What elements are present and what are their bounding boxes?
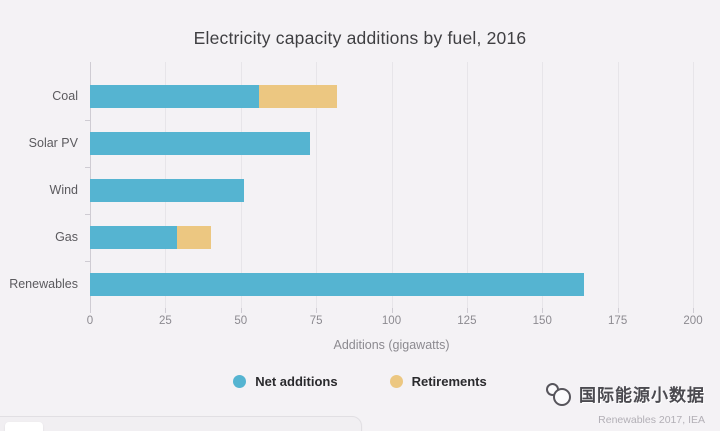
category-label: Wind <box>49 183 78 197</box>
gridline <box>693 62 694 308</box>
x-tick-label: 200 <box>683 315 703 327</box>
bar-solar-pv-net-additions[interactable] <box>90 132 311 155</box>
x-tick-label: 100 <box>381 315 402 327</box>
y-axis-tick <box>85 261 90 262</box>
chart-title: Electricity capacity additions by fuel, … <box>193 28 527 48</box>
gridline <box>391 62 393 308</box>
gridline <box>542 62 544 308</box>
bottom-panel <box>0 416 362 431</box>
y-axis-labels: Coal Solar PV Wind Gas Renewables <box>0 0 78 431</box>
x-tick-label: 175 <box>608 315 628 327</box>
x-tick-label: 25 <box>158 315 172 327</box>
legend-color-dot <box>233 375 247 388</box>
category-label: Coal <box>52 89 78 103</box>
watermark: 国际能源小数据 <box>546 381 705 406</box>
x-tick-label: 150 <box>532 315 552 327</box>
x-tick-mark <box>542 308 544 313</box>
x-tick-label: 75 <box>309 315 323 327</box>
category-label: Solar PV <box>28 136 78 150</box>
legend-item-retirements: Retirements <box>389 374 487 389</box>
x-tick-mark <box>90 308 91 313</box>
x-tick-mark <box>617 308 619 313</box>
y-axis-tick <box>85 214 90 215</box>
x-tick-label: 125 <box>457 315 477 327</box>
x-tick-mark <box>466 308 468 313</box>
legend: Net additions Retirements <box>0 374 720 389</box>
bar-coal-retirements[interactable] <box>258 85 338 108</box>
x-axis-label: Additions (gigawatts) <box>333 338 450 352</box>
bar-wind-net-additions[interactable] <box>90 179 244 202</box>
legend-label: Net additions <box>255 374 338 389</box>
plot-area <box>85 62 694 308</box>
legend-color-dot <box>389 375 403 388</box>
gridline <box>617 62 619 308</box>
x-tick-mark <box>316 308 318 313</box>
bar-coal-net-additions[interactable] <box>90 85 259 108</box>
bar-gas-net-additions[interactable] <box>90 226 178 249</box>
category-label: Renewables <box>9 277 78 291</box>
category-label: Gas <box>55 230 78 244</box>
source-credit: Renewables 2017, IEA <box>598 414 705 426</box>
x-tick-mark <box>165 308 167 313</box>
x-tick-label: 50 <box>234 315 248 327</box>
watermark-text: 国际能源小数据 <box>579 386 705 405</box>
x-tick-mark <box>391 308 393 313</box>
x-tick-label: 0 <box>86 315 94 327</box>
legend-item-net-additions: Net additions <box>233 374 338 389</box>
x-tick-mark <box>693 308 694 313</box>
gridline <box>316 62 318 308</box>
bottom-panel-blob <box>5 422 43 431</box>
legend-label: Retirements <box>411 374 487 389</box>
bar-gas-retirements[interactable] <box>177 226 211 249</box>
gridline <box>466 62 468 308</box>
bar-renewables-net-additions[interactable] <box>90 273 585 296</box>
x-axis: 0 25 50 75 100 125 150 175 200 <box>86 308 703 334</box>
publisher-logo-icon <box>546 382 572 406</box>
y-axis-tick <box>85 167 90 168</box>
x-tick-mark <box>240 308 242 313</box>
y-axis-tick <box>85 120 90 121</box>
